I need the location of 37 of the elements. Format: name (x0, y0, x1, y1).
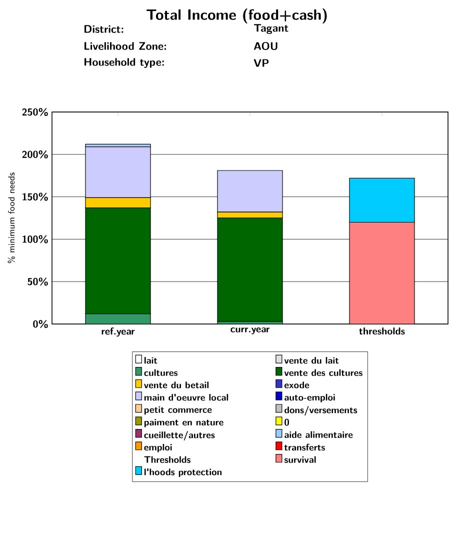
x-tick-label: curr.year (230, 328, 270, 334)
y-tick-label: 200% (22, 150, 48, 158)
legend-label: survival (284, 456, 316, 463)
legend-label: transferts (284, 444, 325, 451)
bar (86, 314, 150, 324)
legend-label: vente du betail (144, 382, 209, 388)
text: Household type: (84, 58, 164, 68)
x-tick-label: ref.year (102, 328, 135, 337)
text: Thresholds (144, 456, 190, 463)
legend-label: 0 (284, 418, 289, 426)
chart-title: Total Income (food+cash) (146, 8, 327, 24)
legend-label: cultures (144, 369, 178, 376)
legend-label: vente du lait (284, 356, 339, 364)
legend-label: auto-emploi (284, 394, 335, 402)
text: Tagant (254, 24, 288, 34)
legend-label: emploi (144, 444, 172, 452)
text: VP (254, 59, 269, 67)
text: District: (84, 25, 124, 33)
y-tick-label: 100% (22, 235, 48, 244)
text: Livelihood Zone: (84, 42, 166, 50)
legend-label: exode (284, 382, 310, 388)
text: AOU (254, 42, 278, 50)
legend-label: vente des cultures (284, 369, 362, 376)
y-tick-label: 250% (22, 108, 48, 116)
legend-label: main d'oeuvre local (144, 394, 228, 401)
legend-label: aide alimentaire (284, 431, 353, 438)
x-tick-label: thresholds (359, 328, 405, 335)
legend-label: l'hoods protection (144, 468, 222, 478)
y-axis-title: % minimum food needs (8, 172, 15, 264)
legend-label: petit commerce (144, 406, 212, 415)
y-tick-label: 50% (28, 278, 48, 286)
y-tick-label: 0% (33, 320, 48, 328)
legend-label: lait (144, 356, 158, 364)
y-tick-label: 150% (22, 192, 48, 201)
legend-label: paiment en nature (144, 418, 224, 428)
legend-label: cueillette/autres (144, 431, 215, 441)
legend-label: dons/versements (284, 406, 358, 416)
